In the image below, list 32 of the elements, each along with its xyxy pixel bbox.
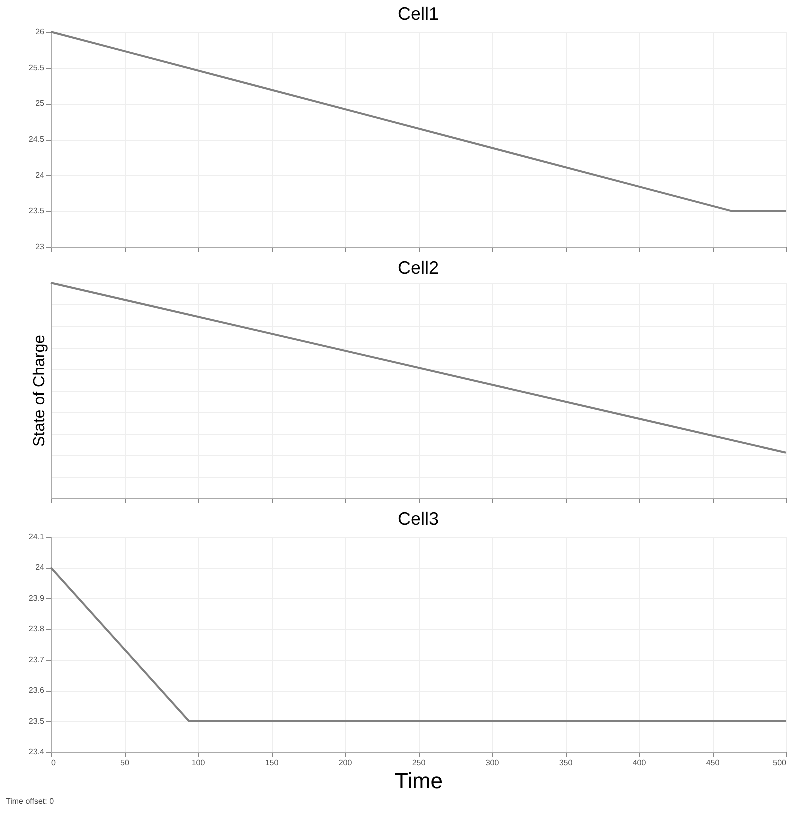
y-tick-label: 24 — [36, 563, 46, 572]
y-tick-label: 23.7 — [28, 655, 46, 664]
text: Time offset: 0 — [6, 797, 55, 806]
y-tick-label: 23.6 — [28, 686, 46, 696]
y-axis-title: State of Charge — [32, 334, 48, 448]
chart-title: Cell2 — [398, 258, 440, 278]
x-tick-label: 150 — [265, 758, 280, 768]
x-tick-label: 500 — [773, 758, 788, 768]
y-tick-label: 24.5 — [28, 135, 46, 144]
y-tick-label: 26 — [36, 28, 46, 36]
chart-title: Cell1 — [398, 4, 440, 24]
y-tick-label: 23.8 — [28, 624, 46, 634]
x-tick-label: 50 — [120, 758, 130, 768]
y-tick-label: 24.1 — [28, 532, 46, 542]
x-tick-label: 350 — [559, 758, 574, 768]
y-tick-label: 23.5 — [28, 716, 46, 726]
y-tick-label: 24 — [36, 170, 46, 180]
x-tick-label: 200 — [338, 758, 353, 768]
x-tick-label: 250 — [412, 758, 426, 768]
x-tick-label: 300 — [486, 758, 500, 768]
y-tick-label: 23.4 — [28, 748, 46, 756]
x-tick-label: 400 — [632, 758, 647, 768]
x-axis-title: Time — [394, 768, 444, 794]
y-tick-label: 23.5 — [28, 206, 46, 216]
x-tick-label: 0 — [52, 758, 56, 768]
y-tick-label: 25 — [36, 99, 46, 108]
x-tick-label: 100 — [192, 758, 206, 768]
y-tick-label: 23 — [36, 242, 46, 252]
x-tick-label: 450 — [706, 758, 720, 768]
chart-title: Cell3 — [398, 509, 440, 529]
y-tick-label: 23.9 — [28, 594, 46, 603]
y-tick-label: 25.5 — [28, 63, 46, 72]
